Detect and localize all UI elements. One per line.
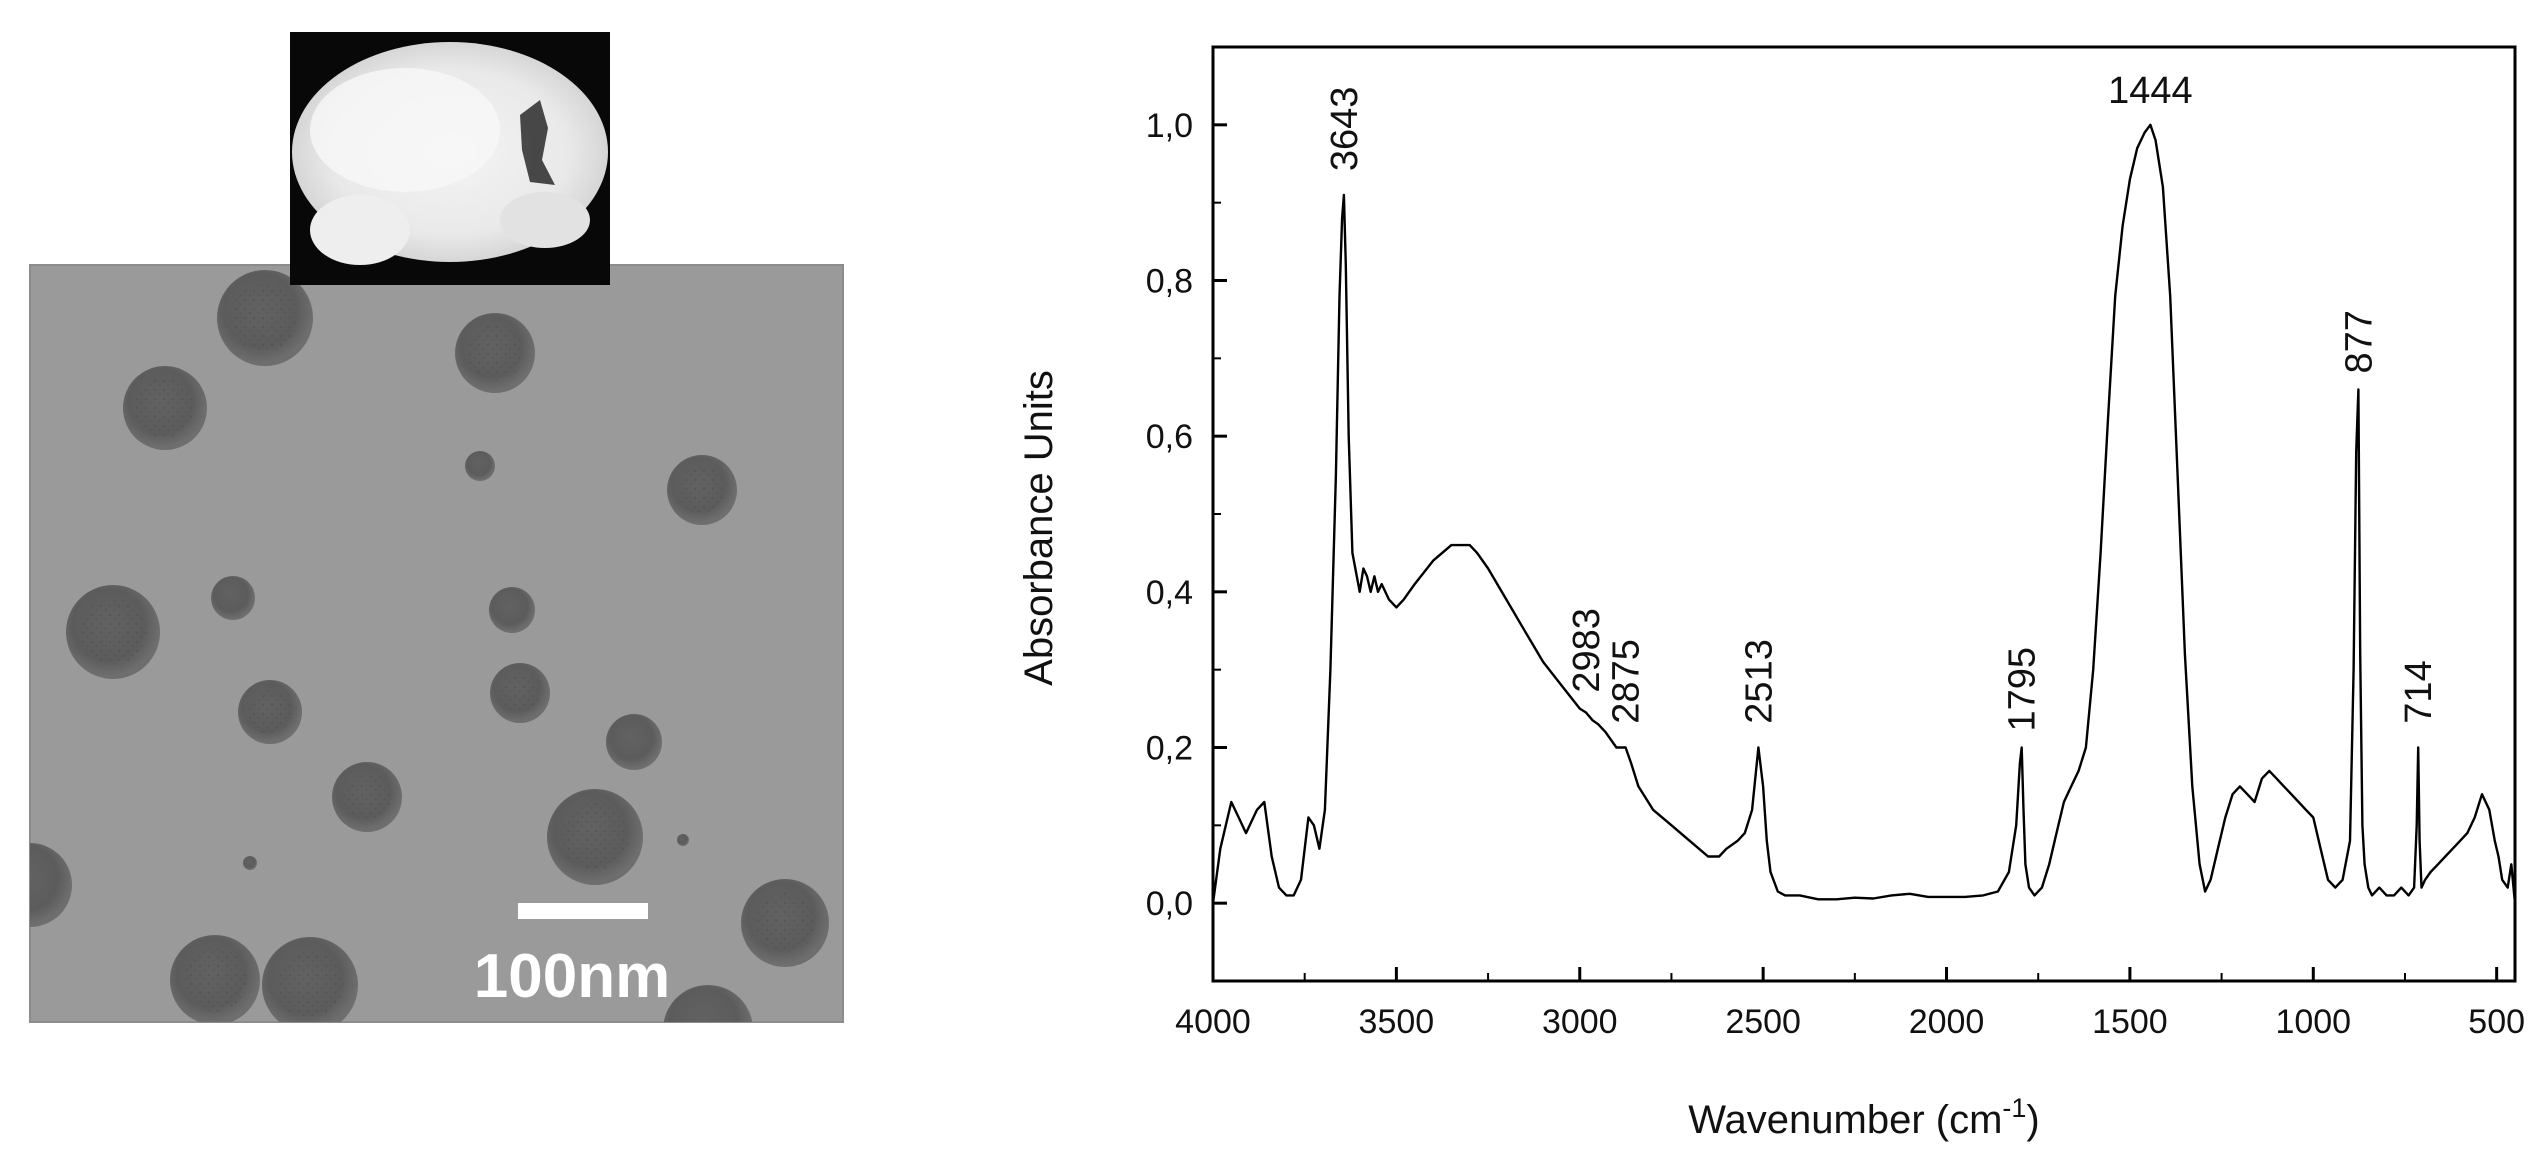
tem-nanoparticles	[30, 270, 829, 1022]
x-axis-title-main: Wavenumber (cm	[1688, 1098, 2002, 1142]
y-tick-label: 0,2	[1146, 730, 1193, 768]
peak-label: 2513	[1738, 639, 1780, 724]
tem-micrograph: 100nm	[29, 264, 844, 1023]
x-tick-label: 2500	[1725, 1003, 1801, 1041]
nanoparticle	[489, 587, 535, 633]
nanoparticle	[606, 714, 662, 770]
x-tick-label: 3500	[1359, 1003, 1435, 1041]
x-tick-label: 2000	[1909, 1003, 1985, 1041]
peak-label: 2983	[1566, 608, 1608, 693]
y-axis-ticks	[1213, 46, 1227, 982]
x-tick-label: 4000	[1175, 1003, 1251, 1041]
powder-photo	[290, 32, 610, 285]
ftir-chart: 4000 3500 3000 2500 2000 1500 1000 500 0,00,20,…	[1017, 45, 2525, 1142]
spectrum-line	[1211, 123, 2517, 904]
powder-dark-spot	[520, 100, 555, 185]
x-tick-label: 3000	[1542, 1003, 1618, 1041]
y-axis-title: Absorbance Units	[1017, 370, 1061, 686]
peak-label: 3643	[1324, 87, 1366, 172]
peak-label: 1795	[2002, 647, 2044, 732]
peak-label: 714	[2398, 660, 2440, 723]
x-axis-title: Wavenumber (cm-1)	[1688, 1093, 2039, 1142]
x-axis-ticks	[1211, 967, 2499, 981]
y-tick-label: 0,0	[1146, 885, 1193, 923]
y-axis-tick-labels: 0,0 0,2 0,4 0,6 0,8 1,0	[1146, 107, 1193, 923]
nanoparticle	[663, 985, 753, 1022]
y-tick-label: 0,4	[1146, 574, 1193, 612]
y-tick-label: 1,0	[1146, 107, 1193, 145]
nanoparticle	[677, 834, 689, 846]
x-axis-tick-labels: 4000 3500 3000 2500 2000 1500 1000 500	[1175, 1003, 2525, 1041]
scale-bar-label: 100nm	[474, 942, 670, 1011]
x-tick-label: 1500	[2092, 1003, 2168, 1041]
x-tick-label: 500	[2468, 1003, 2525, 1041]
x-tick-label: 1000	[2275, 1003, 2351, 1041]
nanoparticle	[465, 451, 495, 481]
peak-label: 877	[2338, 310, 2380, 373]
x-axis-title-suffix: )	[2026, 1098, 2039, 1142]
nanoparticle	[243, 856, 257, 870]
y-tick-label: 0,8	[1146, 263, 1193, 301]
nanoparticle	[30, 843, 72, 927]
peak-label: 2875	[1606, 639, 1648, 724]
y-tick-label: 0,6	[1146, 418, 1193, 456]
peak-label: 1444	[2108, 70, 2193, 112]
nanoparticle	[211, 576, 255, 620]
x-axis-title-superscript: -1	[2002, 1093, 2026, 1123]
scale-bar	[518, 903, 648, 919]
